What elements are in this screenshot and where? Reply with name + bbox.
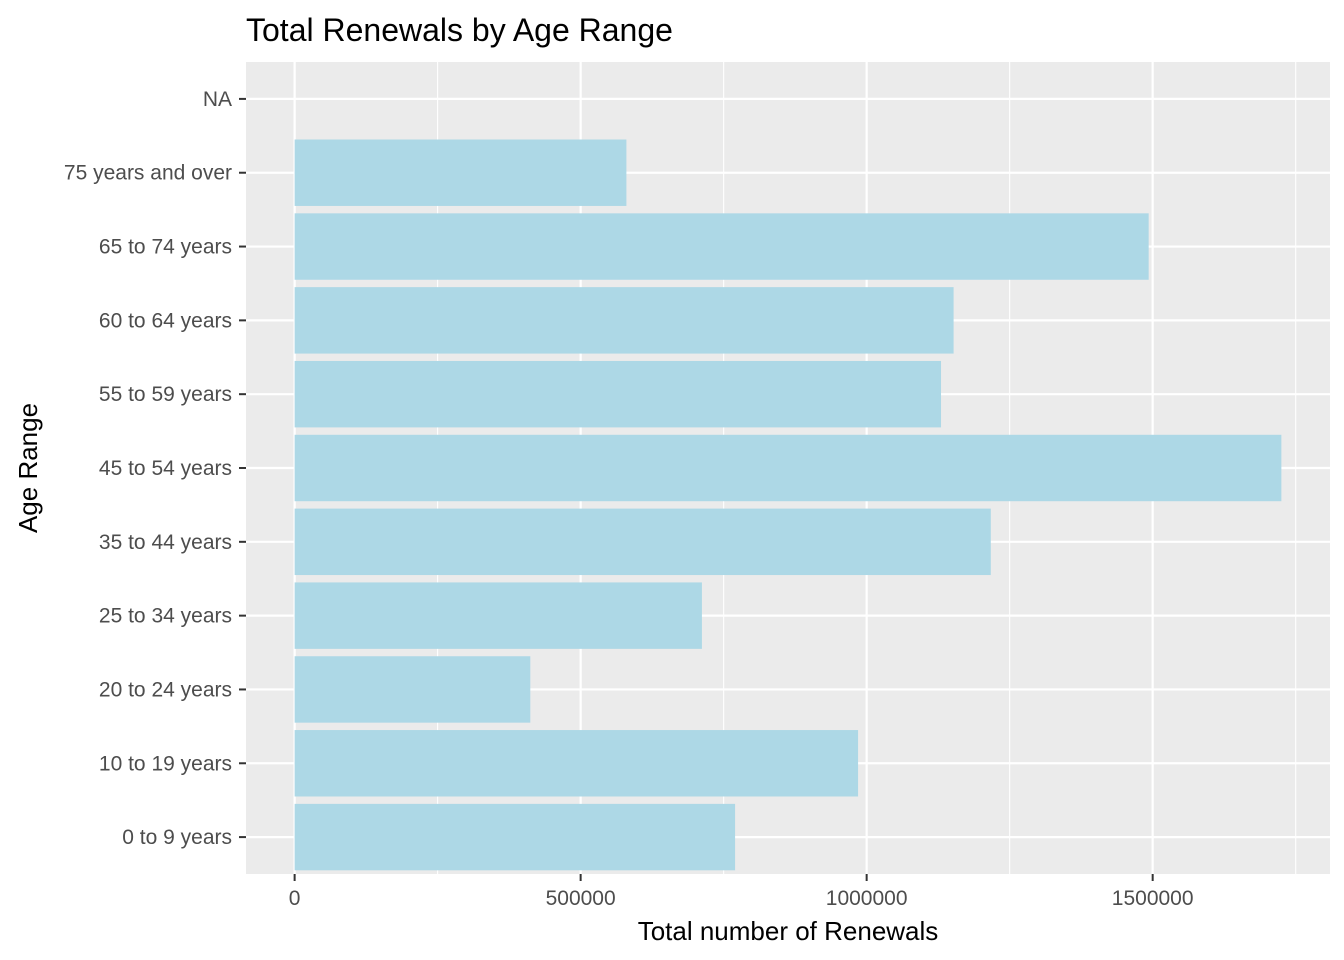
bar (294, 434, 1282, 502)
y-tick-label: NA (203, 88, 232, 111)
y-tick-label: 75 years and over (64, 162, 232, 185)
y-tick-label: 25 to 34 years (99, 605, 232, 628)
bars (294, 139, 1282, 871)
bar (294, 360, 942, 428)
y-tick-label: 35 to 44 years (99, 531, 232, 554)
y-tick-label: 45 to 54 years (99, 457, 232, 480)
bar (294, 213, 1149, 280)
bar (294, 803, 736, 871)
x-axis: 0 500000 1000000 1500000 (289, 874, 1194, 910)
bar (294, 287, 954, 354)
bar (294, 508, 991, 576)
y-tick-label: 10 to 19 years (99, 752, 232, 775)
x-tick-label: 1000000 (826, 887, 908, 910)
x-tick-label: 1500000 (1112, 887, 1194, 910)
y-axis: 0 to 9 years 10 to 19 years 20 to 24 years… (64, 88, 246, 849)
bar (294, 656, 531, 723)
y-tick-label: 0 to 9 years (122, 826, 232, 849)
y-tick-label: 65 to 74 years (99, 236, 232, 259)
chart-title: Total Renewals by Age Range (246, 12, 673, 48)
x-axis-title: Total number of Renewals (638, 916, 939, 946)
y-tick-label: 60 to 64 years (99, 309, 232, 332)
bar (294, 139, 627, 206)
x-tick-label: 0 (289, 887, 301, 910)
y-axis-title: Age Range (13, 403, 43, 533)
bar (294, 730, 859, 797)
y-tick-label: 20 to 24 years (99, 678, 232, 701)
y-tick-label: 55 to 59 years (99, 383, 232, 406)
bar (294, 582, 702, 649)
x-tick-label: 500000 (546, 887, 616, 910)
